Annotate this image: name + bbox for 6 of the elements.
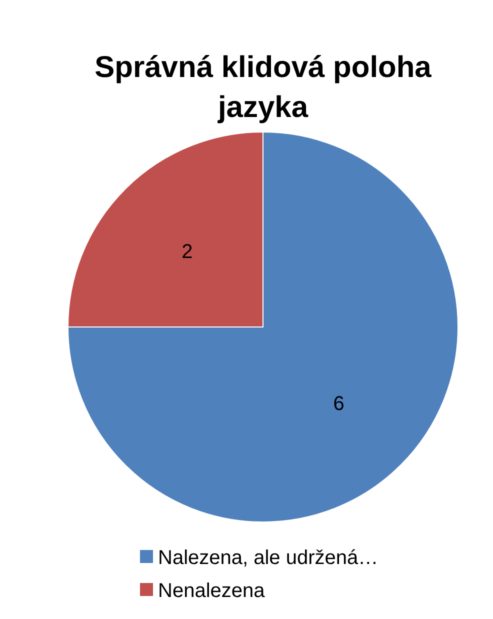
data-label: 2 <box>182 241 193 264</box>
pie-slice <box>68 132 458 522</box>
chart-title: Správná klidová poloha jazyka <box>94 51 432 124</box>
legend-label: Nenalezena <box>158 580 266 602</box>
legend-label: Nalezena, ale udržená… <box>158 547 378 569</box>
data-label: 6 <box>333 392 344 415</box>
